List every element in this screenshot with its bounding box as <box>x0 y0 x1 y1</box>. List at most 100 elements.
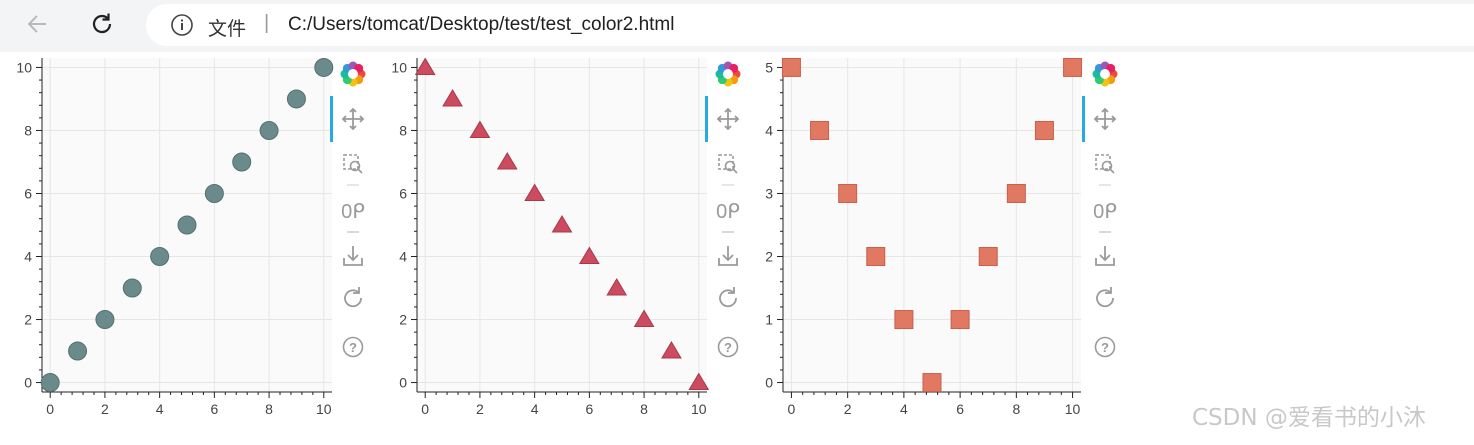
plot-toolbar: 0ᑭ? <box>330 61 366 358</box>
y-tick-label: 8 <box>24 122 32 138</box>
x-tick-label: 4 <box>900 401 908 417</box>
wheel-zoom-icon[interactable]: 0ᑭ <box>341 201 365 223</box>
data-point <box>922 373 942 393</box>
browser-toolbar: 文件 | C:/Users/tomcat/Desktop/test/test_c… <box>0 0 1474 52</box>
data-point <box>1034 120 1054 140</box>
data-point <box>68 341 88 361</box>
data-point <box>1006 183 1026 203</box>
box-zoom-icon[interactable] <box>718 154 738 174</box>
data-point <box>469 120 491 138</box>
y-tick-label: 0 <box>765 375 773 391</box>
bokeh-logo-icon[interactable] <box>715 61 741 87</box>
x-tick-label: 10 <box>691 401 707 417</box>
address-bar[interactable]: 文件 | C:/Users/tomcat/Desktop/test/test_c… <box>146 4 1474 46</box>
x-tick-label: 6 <box>210 401 218 417</box>
plot-toolbar: 0ᑭ? <box>1082 61 1118 358</box>
reset-icon[interactable] <box>1096 287 1114 308</box>
x-tick-label: 4 <box>531 401 539 417</box>
reload-icon <box>92 13 112 34</box>
y-tick-label: 10 <box>16 59 32 75</box>
help-icon[interactable]: ? <box>1094 336 1116 358</box>
x-tick-label: 10 <box>1065 401 1081 417</box>
x-tick-label: 0 <box>788 401 796 417</box>
plot-3: 0 2 4 6 8 10 0 1 2 3 4 5 0ᑭ? <box>765 57 1118 417</box>
plot-1: 0 2 4 6 8 10 0 2 4 6 8 10 0ᑭ? <box>16 57 366 417</box>
x-tick-label: 6 <box>585 401 593 417</box>
y-tick-label: 4 <box>765 122 773 138</box>
data-point <box>314 57 334 77</box>
data-point <box>838 183 858 203</box>
x-tick-label: 8 <box>1012 401 1020 417</box>
y-tick-label: 10 <box>391 59 407 75</box>
data-point <box>894 310 914 330</box>
x-tick-label: 10 <box>316 401 332 417</box>
y-tick-label: 0 <box>399 375 407 391</box>
save-icon[interactable] <box>718 246 738 266</box>
page-content: 0 2 4 6 8 10 0 2 4 6 8 10 0ᑭ? 0 2 4 6 8 10 0 2 4 6 8 10 0ᑭ? 0 2 4 6 8 1… <box>0 52 1474 440</box>
data-point <box>866 247 886 267</box>
svg-text:?: ? <box>1101 340 1109 355</box>
box-zoom-icon[interactable] <box>1095 154 1115 174</box>
data-point <box>259 120 279 140</box>
info-icon[interactable] <box>170 13 194 42</box>
y-tick-label: 2 <box>399 312 407 328</box>
data-point <box>232 152 252 172</box>
data-point <box>496 152 518 170</box>
data-point <box>950 310 970 330</box>
y-tick-label: 8 <box>399 122 407 138</box>
y-tick-label: 0 <box>24 375 32 391</box>
x-tick-label: 2 <box>844 401 852 417</box>
reset-icon[interactable] <box>344 287 362 308</box>
y-tick-label: 2 <box>765 249 773 265</box>
y-tick-label: 3 <box>765 185 773 201</box>
plot-2: 0 2 4 6 8 10 0 2 4 6 8 10 0ᑭ? <box>391 57 741 417</box>
pan-icon[interactable] <box>341 107 365 131</box>
box-zoom-icon[interactable] <box>343 154 363 174</box>
active-tool-indicator <box>705 96 708 142</box>
data-point <box>524 183 546 201</box>
reload-button[interactable] <box>84 8 120 40</box>
wheel-zoom-icon[interactable]: 0ᑭ <box>716 201 740 223</box>
bokeh-logo-icon[interactable] <box>1092 61 1118 87</box>
address-url[interactable]: C:/Users/tomcat/Desktop/test/test_color2… <box>288 14 675 35</box>
x-tick-label: 0 <box>46 401 54 417</box>
arrow-left-icon <box>27 15 46 33</box>
data-point <box>414 57 436 75</box>
active-tool-indicator <box>330 96 333 142</box>
data-point <box>661 341 682 359</box>
address-separator: | <box>264 12 270 34</box>
data-point <box>978 247 998 267</box>
data-point <box>286 89 306 109</box>
data-point <box>578 246 600 265</box>
data-point <box>810 120 830 140</box>
data-point <box>551 215 573 233</box>
x-tick-label: 2 <box>101 401 109 417</box>
save-icon[interactable] <box>1095 246 1115 266</box>
pan-icon[interactable] <box>1093 107 1117 131</box>
save-icon[interactable] <box>343 246 363 266</box>
plot-area <box>783 58 1081 392</box>
x-tick-label: 6 <box>956 401 964 417</box>
bokeh-logo-icon[interactable] <box>340 61 366 87</box>
wheel-zoom-icon[interactable]: 0ᑭ <box>1093 201 1117 223</box>
x-tick-label: 4 <box>156 401 164 417</box>
y-tick-label: 4 <box>399 249 407 265</box>
data-point <box>633 309 655 328</box>
y-tick-label: 1 <box>765 312 773 328</box>
back-button[interactable] <box>20 8 56 40</box>
pan-icon[interactable] <box>716 107 740 131</box>
data-point <box>781 57 801 77</box>
x-tick-label: 0 <box>421 401 429 417</box>
active-tool-indicator <box>1082 96 1085 142</box>
data-point <box>688 372 710 391</box>
x-tick-label: 2 <box>476 401 484 417</box>
help-icon[interactable]: ? <box>717 336 739 358</box>
y-tick-label: 4 <box>24 249 32 265</box>
y-tick-label: 2 <box>24 312 32 328</box>
help-icon[interactable]: ? <box>342 336 364 358</box>
y-tick-label: 5 <box>765 59 773 75</box>
data-point <box>606 278 628 296</box>
reset-icon[interactable] <box>719 287 737 308</box>
data-point <box>204 183 224 203</box>
